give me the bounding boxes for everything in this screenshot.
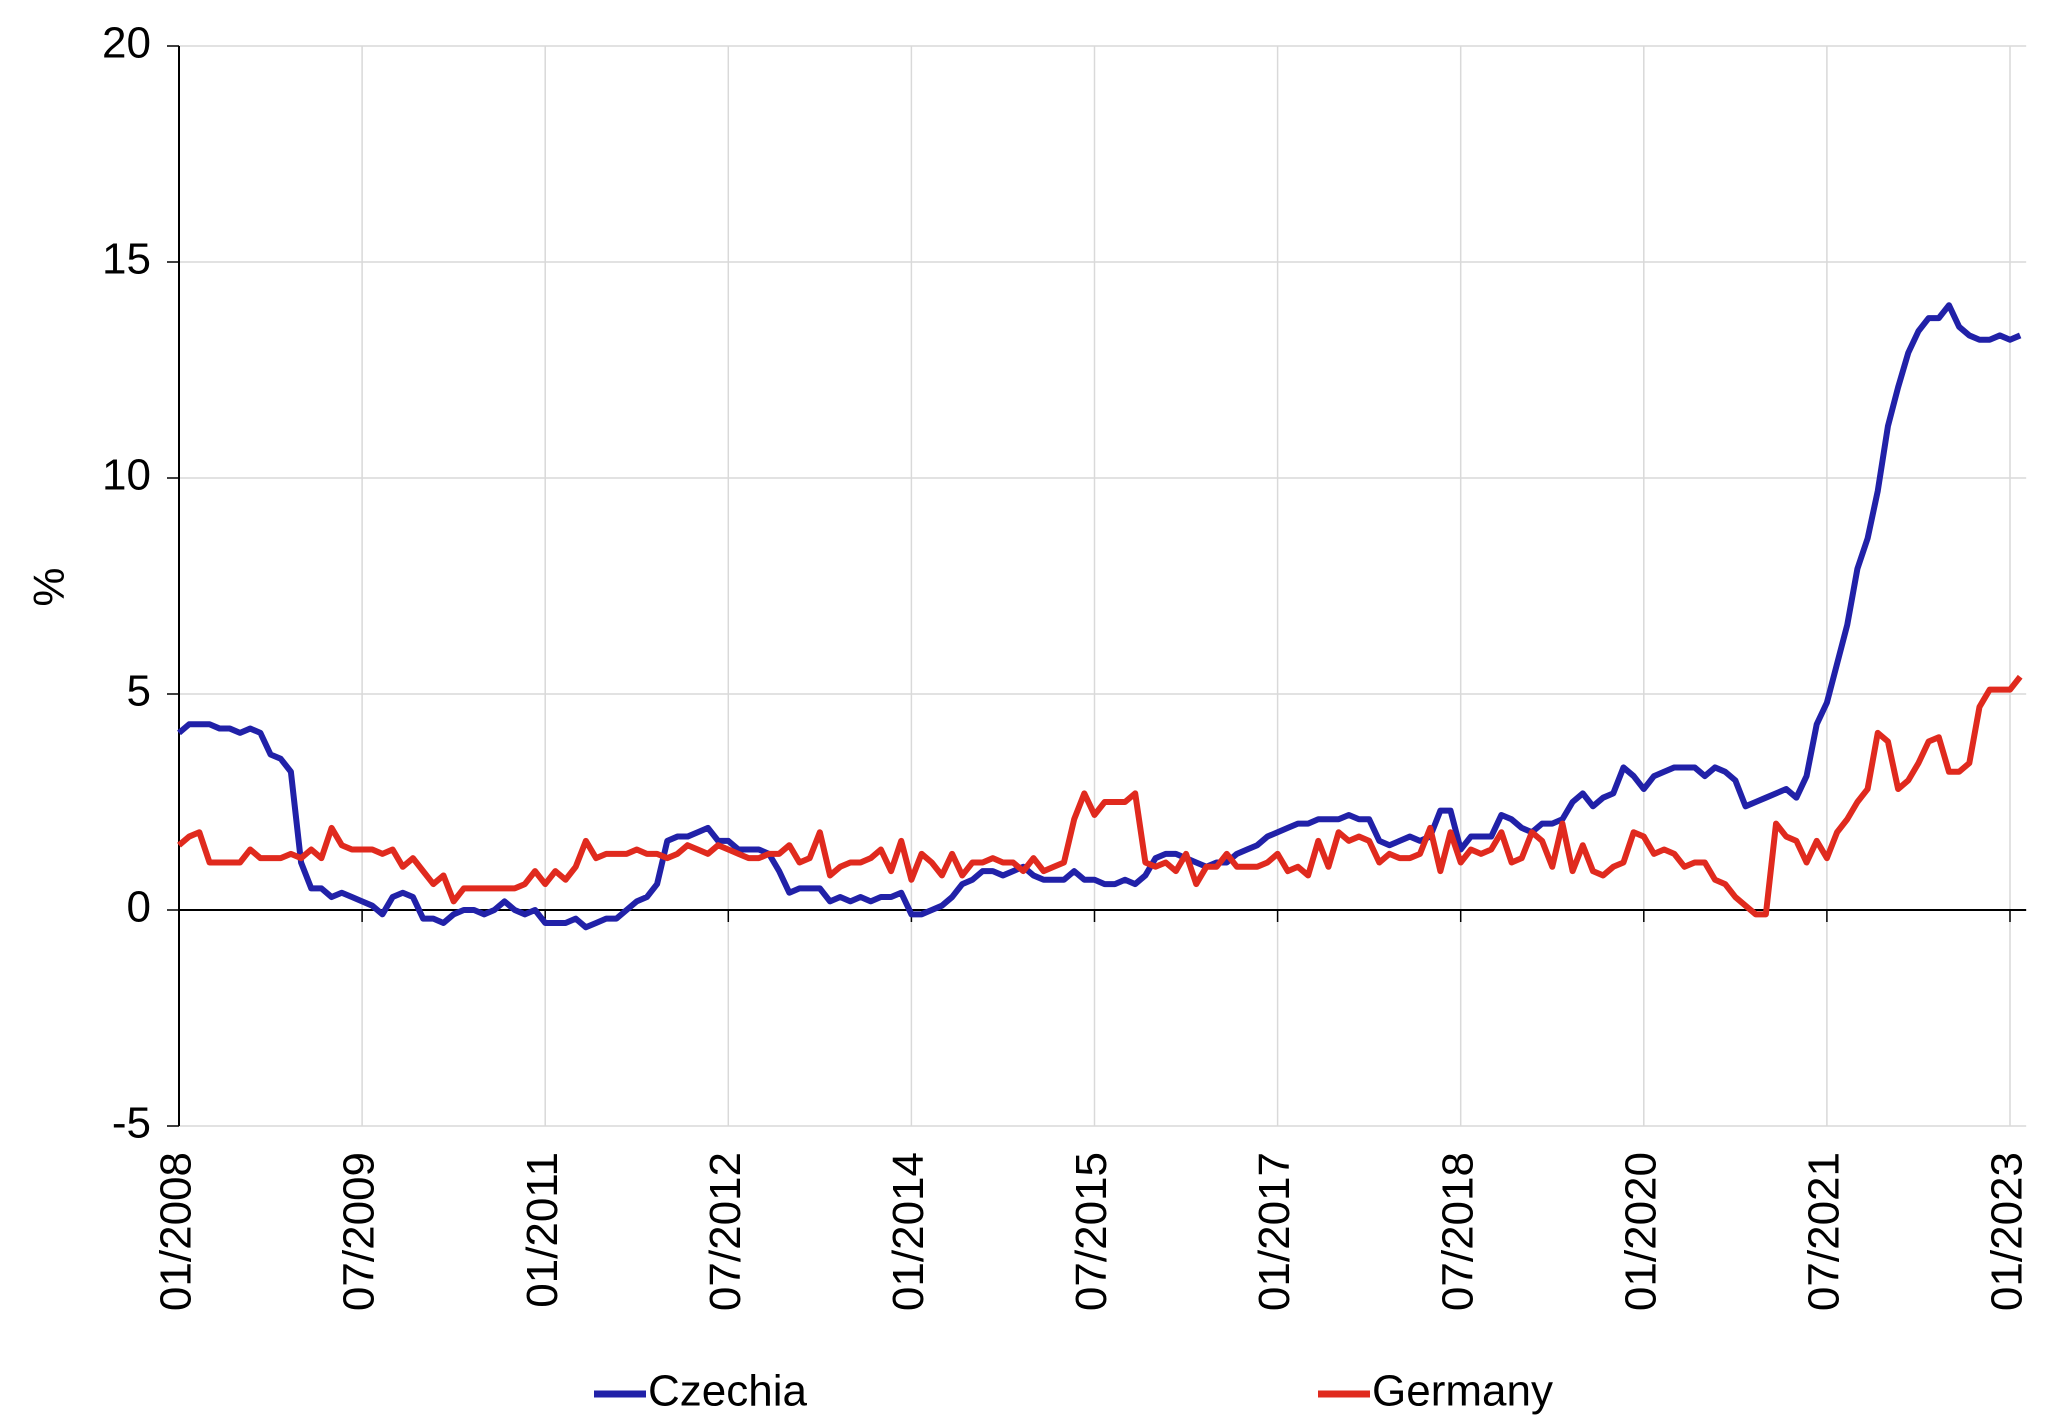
- x-tick-label: 01/2008: [152, 1152, 201, 1311]
- x-tick-label: 01/2017: [1250, 1152, 1299, 1311]
- y-tick-label: 15: [102, 235, 151, 284]
- series-line: [177, 674, 2023, 918]
- x-tick-label: 07/2021: [1800, 1152, 1849, 1311]
- legend-label: Germany: [1372, 1367, 1553, 1416]
- y-tick-label: 20: [102, 19, 151, 68]
- x-tick-label: 07/2012: [701, 1152, 750, 1311]
- y-tick-label: 0: [127, 883, 151, 932]
- x-tick-label: 07/2018: [1433, 1152, 1482, 1311]
- x-tick-label: 07/2015: [1067, 1152, 1116, 1311]
- legend-label: Czechia: [648, 1367, 807, 1416]
- y-tick-label: 10: [102, 451, 151, 500]
- x-tick-label: 01/2023: [1983, 1152, 2032, 1311]
- x-tick-label: 01/2014: [884, 1152, 933, 1311]
- y-tick-label: 5: [127, 667, 151, 716]
- series-line: [177, 302, 2022, 931]
- y-axis-label: %: [25, 567, 74, 606]
- x-tick-label: 07/2009: [335, 1152, 384, 1311]
- y-tick-label: -5: [112, 1099, 151, 1148]
- x-tick-label: 01/2020: [1616, 1152, 1665, 1311]
- x-tick-label: 01/2011: [518, 1152, 567, 1308]
